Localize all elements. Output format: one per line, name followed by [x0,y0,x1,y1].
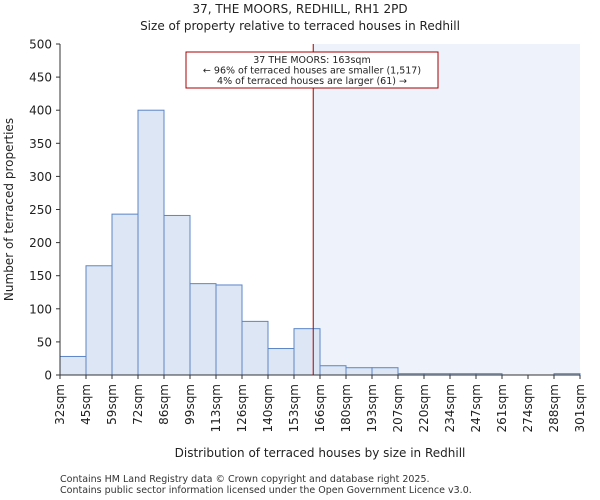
chart-subtitle: Size of property relative to terraced ho… [140,19,460,33]
x-tick-label-193sqm: 193sqm [365,384,379,432]
y-tick-label-250: 250 [29,203,52,217]
y-tick-label-100: 100 [29,302,52,316]
x-tick-label-140sqm: 140sqm [261,384,275,432]
bar-180sqm [345,367,373,376]
bar-126sqm [241,320,269,376]
annotation-title: 37 THE MOORS: 163sqm [253,55,370,66]
bar-32sqm [59,355,87,376]
x-tick-label-72sqm: 72sqm [131,384,145,425]
bar-72sqm [137,109,165,376]
x-tick-label-32sqm: 32sqm [53,384,67,425]
x-tick-label-234sqm: 234sqm [443,384,457,432]
x-tick-label-166sqm: 166sqm [313,384,327,432]
annotation-box [185,51,439,89]
bar-193sqm [371,367,399,376]
y-tick-label-50: 50 [37,335,52,349]
x-tick-label-220sqm: 220sqm [417,384,431,432]
y-axis-label: Number of terraced properties [2,118,16,301]
x-tick-label-274sqm: 274sqm [521,384,535,432]
bar-166sqm [319,365,347,376]
x-tick-label-99sqm: 99sqm [183,384,197,425]
x-tick-label-261sqm: 261sqm [495,384,509,432]
x-tick-label-45sqm: 45sqm [79,384,93,425]
y-tick-label-150: 150 [29,269,52,283]
bar-140sqm [267,348,295,376]
x-tick-label-126sqm: 126sqm [235,384,249,432]
x-tick-label-113sqm: 113sqm [209,384,223,432]
x-tick-label-59sqm: 59sqm [105,384,119,425]
footer-licence: Contains public sector information licen… [60,485,472,496]
x-tick-label-207sqm: 207sqm [391,384,405,432]
bar-59sqm [111,213,139,376]
bar-113sqm [215,284,243,376]
x-tick-label-247sqm: 247sqm [469,384,483,432]
annotation-smaller: ← 96% of terraced houses are smaller (1,… [203,66,421,77]
y-tick-label-0: 0 [44,369,52,383]
bar-45sqm [85,265,113,376]
x-tick-label-86sqm: 86sqm [157,384,171,425]
footer-copyright: Contains HM Land Registry data © Crown c… [60,474,430,485]
x-tick-label-301sqm: 301sqm [573,384,587,432]
y-tick-label-450: 450 [29,71,52,85]
x-tick-label-288sqm: 288sqm [547,384,561,432]
larger-region-shade [313,44,580,375]
bar-99sqm [189,283,217,376]
x-tick-label-180sqm: 180sqm [339,384,353,432]
y-tick-label-500: 500 [29,38,52,52]
bar-86sqm [163,214,191,376]
bar-153sqm [293,328,321,376]
y-tick-label-200: 200 [29,236,52,250]
y-tick-label-350: 350 [29,137,52,151]
annotation-larger: 4% of terraced houses are larger (61) → [217,76,407,87]
chart-title: 37, THE MOORS, REDHILL, RH1 2PD [192,2,408,16]
y-tick-label-300: 300 [29,170,52,184]
x-tick-label-153sqm: 153sqm [287,384,301,432]
y-tick-label-400: 400 [29,104,52,118]
x-axis-label: Distribution of terraced houses by size … [175,446,466,460]
